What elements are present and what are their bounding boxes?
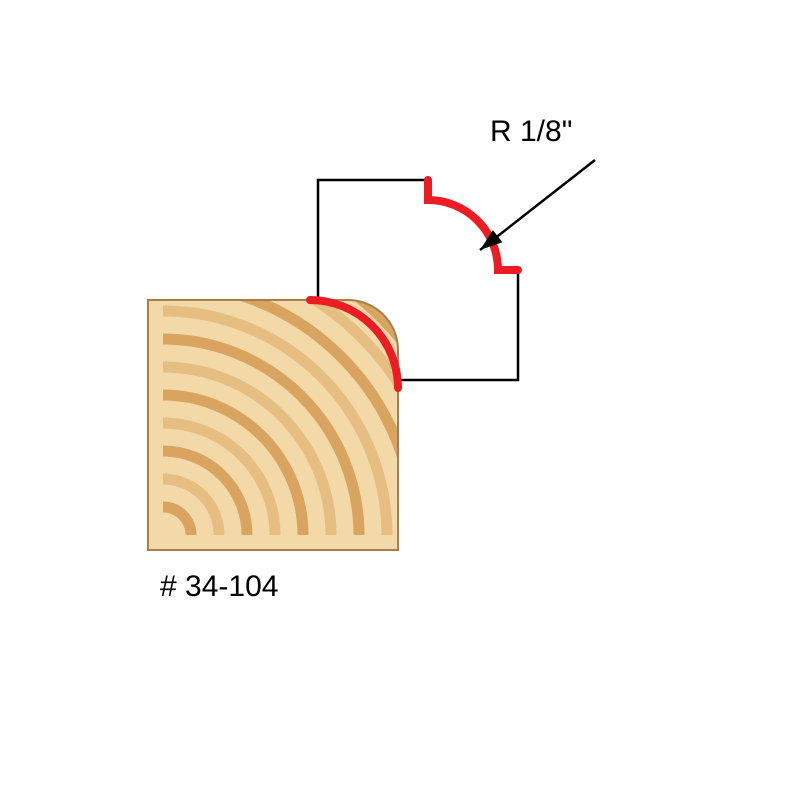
part-number-label: # 34-104 — [160, 570, 278, 604]
wood-block — [148, 143, 555, 550]
radius-leader-arrow — [480, 160, 595, 250]
diagram-stage: R 1/8" # 34-104 — [0, 0, 800, 800]
roundover-profile — [428, 180, 518, 270]
radius-dimension-label: R 1/8" — [490, 115, 572, 149]
diagram-svg — [0, 0, 800, 800]
